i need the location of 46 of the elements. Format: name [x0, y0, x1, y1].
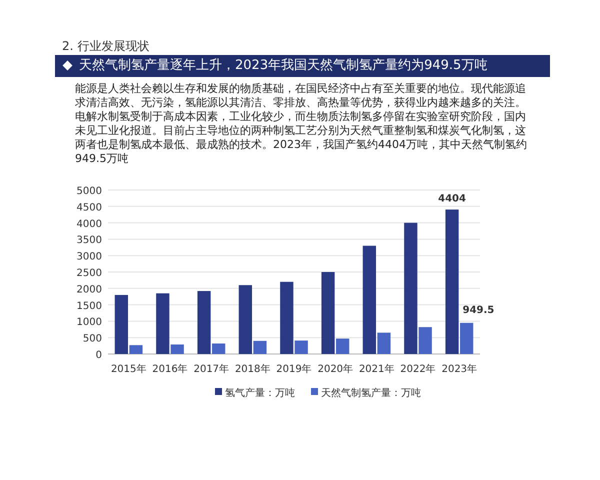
x-tick-label: 2020年 — [318, 363, 354, 375]
y-tick-label: 500 — [82, 334, 102, 345]
text: 电解水制氢受制于高成本因素，工业化较少，而生物质法制氢多停留在实验室研究阶段，国内未见工业化报道。目前占主导地位的两种制氢工艺分别为天然气重整制氢和煤炭气化制氢，这两者也是制氢成本最低、最成熟的技术。2023年，我国产氢约4404万吨，其中天然气制氢约949.5万吨 — [75, 110, 528, 166]
y-tick-label: 0 — [96, 350, 102, 361]
y-tick-label: 3500 — [76, 235, 102, 246]
bar — [418, 327, 432, 354]
y-tick-label: 2500 — [76, 268, 102, 279]
y-tick-label: 5000 — [76, 186, 102, 197]
x-tick-label: 2018年 — [234, 363, 270, 375]
y-tick-label: 1000 — [76, 317, 102, 328]
bar — [197, 291, 211, 354]
x-tick-label: 2022年 — [400, 363, 436, 375]
y-tick-label: 1500 — [76, 300, 102, 312]
y-tick-label: 3000 — [76, 252, 102, 263]
legend-label: 氢气产量：万吨 — [225, 387, 295, 399]
bar — [294, 340, 308, 354]
y-tick-label: 4000 — [76, 218, 102, 230]
chart-subtitle: 2. 行业发展现状 — [62, 38, 150, 55]
bar — [238, 285, 252, 354]
bar — [129, 345, 143, 354]
bar — [404, 222, 418, 354]
bar — [156, 293, 170, 354]
y-tick-label: 4500 — [76, 202, 102, 214]
x-tick-label: 2015年 — [110, 363, 146, 375]
bar — [212, 344, 226, 354]
bar — [460, 322, 474, 354]
legend-label: 天然气制氢产量：万吨 — [321, 387, 421, 399]
bar — [114, 294, 128, 354]
x-tick-label: 2017年 — [194, 363, 230, 375]
bar — [377, 332, 391, 354]
data-label: 4404 — [438, 194, 466, 205]
x-tick-label: 2019年 — [276, 363, 312, 375]
x-tick-label: 2023年 — [442, 363, 478, 375]
data-label: 949.5 — [462, 304, 494, 316]
text: 能源是人类社会赖以生存和发展的物质基础，在国民经济中占有至关重要的地位。现代能源追求清洁高效、无污染，氢能源以其清洁、零排放、高热量等优势，获得业内越来越多的关注。 — [75, 82, 527, 110]
bar — [362, 246, 376, 354]
x-tick-label: 2016年 — [152, 363, 188, 375]
bar — [170, 344, 184, 354]
bar — [280, 282, 294, 354]
bar — [321, 272, 335, 354]
bar — [445, 210, 459, 354]
x-tick-label: 2021年 — [358, 363, 394, 375]
chart-title: 天然气制氢产量逐年上升，2023年我国天然气制氢产量约为949.5万吨 — [55, 55, 550, 77]
bar — [253, 340, 267, 354]
bar — [336, 338, 350, 354]
y-tick-label: 2000 — [76, 284, 102, 296]
